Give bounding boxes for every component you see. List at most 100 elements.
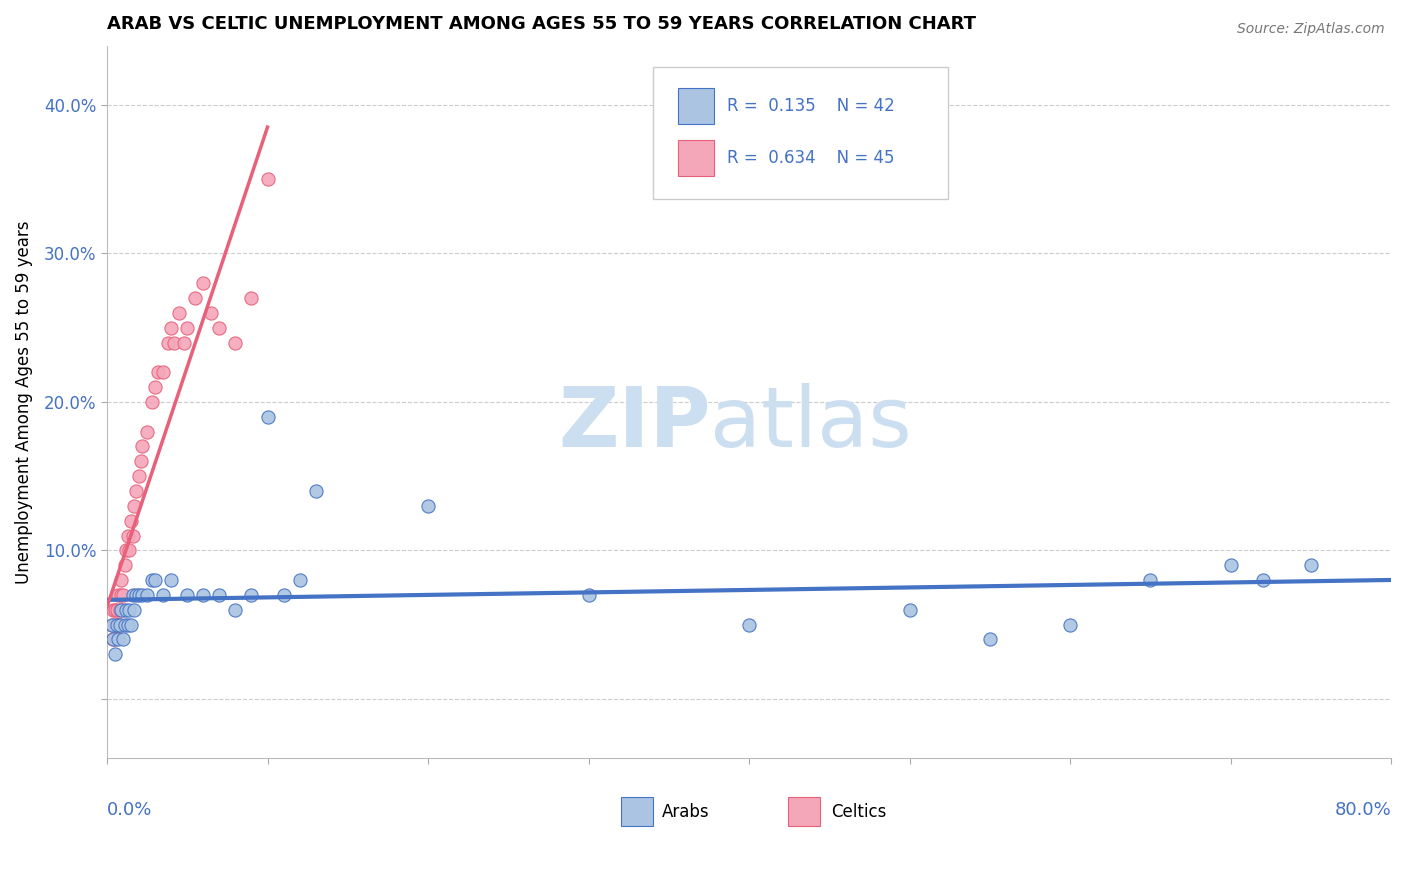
Text: 80.0%: 80.0% xyxy=(1334,801,1391,819)
Point xyxy=(578,588,600,602)
Point xyxy=(105,603,128,617)
Text: atlas: atlas xyxy=(710,383,912,464)
Point xyxy=(103,632,125,647)
Point xyxy=(103,632,125,647)
Point xyxy=(108,617,131,632)
Point xyxy=(112,632,135,647)
Point xyxy=(104,632,127,647)
Point xyxy=(738,617,761,632)
Point xyxy=(240,291,263,305)
Point xyxy=(240,588,263,602)
Point xyxy=(105,617,128,632)
Point xyxy=(129,454,152,468)
FancyBboxPatch shape xyxy=(620,797,652,826)
Point xyxy=(118,603,141,617)
Point xyxy=(416,499,439,513)
Point xyxy=(112,603,135,617)
Point xyxy=(121,588,143,602)
Point xyxy=(128,469,150,483)
Point xyxy=(120,514,142,528)
Point xyxy=(110,603,132,617)
Point xyxy=(124,499,146,513)
Point xyxy=(131,588,153,602)
Point xyxy=(167,306,190,320)
Text: Celtics: Celtics xyxy=(831,803,887,821)
Text: Arabs: Arabs xyxy=(662,803,710,821)
Text: R =  0.135    N = 42: R = 0.135 N = 42 xyxy=(727,97,896,115)
Point xyxy=(979,632,1001,647)
Point xyxy=(156,335,179,350)
Point xyxy=(101,617,124,632)
Point xyxy=(124,603,146,617)
Point xyxy=(208,320,231,334)
Point xyxy=(120,617,142,632)
Point xyxy=(224,603,246,617)
Point xyxy=(152,588,174,602)
Point xyxy=(1251,573,1274,587)
Text: ZIP: ZIP xyxy=(558,383,710,464)
Point xyxy=(110,588,132,602)
Point xyxy=(121,528,143,542)
Point xyxy=(141,573,163,587)
Point xyxy=(112,588,135,602)
Point xyxy=(118,543,141,558)
Point xyxy=(108,617,131,632)
Point xyxy=(160,573,183,587)
Text: 0.0%: 0.0% xyxy=(107,801,152,819)
Point xyxy=(273,588,295,602)
Point xyxy=(101,617,124,632)
Point xyxy=(141,395,163,409)
Point xyxy=(125,588,148,602)
Point xyxy=(125,483,148,498)
Point xyxy=(136,588,159,602)
Point xyxy=(148,365,170,379)
Point xyxy=(1059,617,1081,632)
Point xyxy=(224,335,246,350)
Point xyxy=(256,409,278,424)
Point xyxy=(176,320,198,334)
Y-axis label: Unemployment Among Ages 55 to 59 years: Unemployment Among Ages 55 to 59 years xyxy=(15,220,32,583)
Point xyxy=(1139,573,1161,587)
FancyBboxPatch shape xyxy=(679,140,714,176)
FancyBboxPatch shape xyxy=(679,88,714,124)
Point xyxy=(136,425,159,439)
Point xyxy=(200,306,222,320)
Text: R =  0.634    N = 45: R = 0.634 N = 45 xyxy=(727,149,894,168)
Point xyxy=(152,365,174,379)
Point xyxy=(176,588,198,602)
Point xyxy=(107,588,129,602)
Point xyxy=(115,603,138,617)
Text: ARAB VS CELTIC UNEMPLOYMENT AMONG AGES 55 TO 59 YEARS CORRELATION CHART: ARAB VS CELTIC UNEMPLOYMENT AMONG AGES 5… xyxy=(107,15,976,33)
Point xyxy=(114,617,136,632)
Point xyxy=(114,558,136,573)
Point xyxy=(105,617,128,632)
Text: Source: ZipAtlas.com: Source: ZipAtlas.com xyxy=(1237,22,1385,37)
Point xyxy=(117,528,139,542)
Point xyxy=(104,603,127,617)
Point xyxy=(193,276,215,290)
Point xyxy=(108,603,131,617)
Point xyxy=(128,588,150,602)
Point xyxy=(107,632,129,647)
Point xyxy=(103,603,125,617)
Point xyxy=(104,648,127,662)
Point xyxy=(160,320,183,334)
Point xyxy=(163,335,186,350)
Point xyxy=(115,543,138,558)
Point xyxy=(110,573,132,587)
Point xyxy=(104,617,127,632)
Point xyxy=(107,617,129,632)
Point xyxy=(1219,558,1241,573)
Point xyxy=(208,588,231,602)
Point xyxy=(193,588,215,602)
Point xyxy=(256,172,278,186)
FancyBboxPatch shape xyxy=(652,67,948,199)
FancyBboxPatch shape xyxy=(787,797,820,826)
Point xyxy=(143,380,166,394)
Point xyxy=(898,603,921,617)
Point xyxy=(288,573,311,587)
Point xyxy=(117,617,139,632)
Point xyxy=(1299,558,1322,573)
Point xyxy=(184,291,207,305)
Point xyxy=(131,440,153,454)
